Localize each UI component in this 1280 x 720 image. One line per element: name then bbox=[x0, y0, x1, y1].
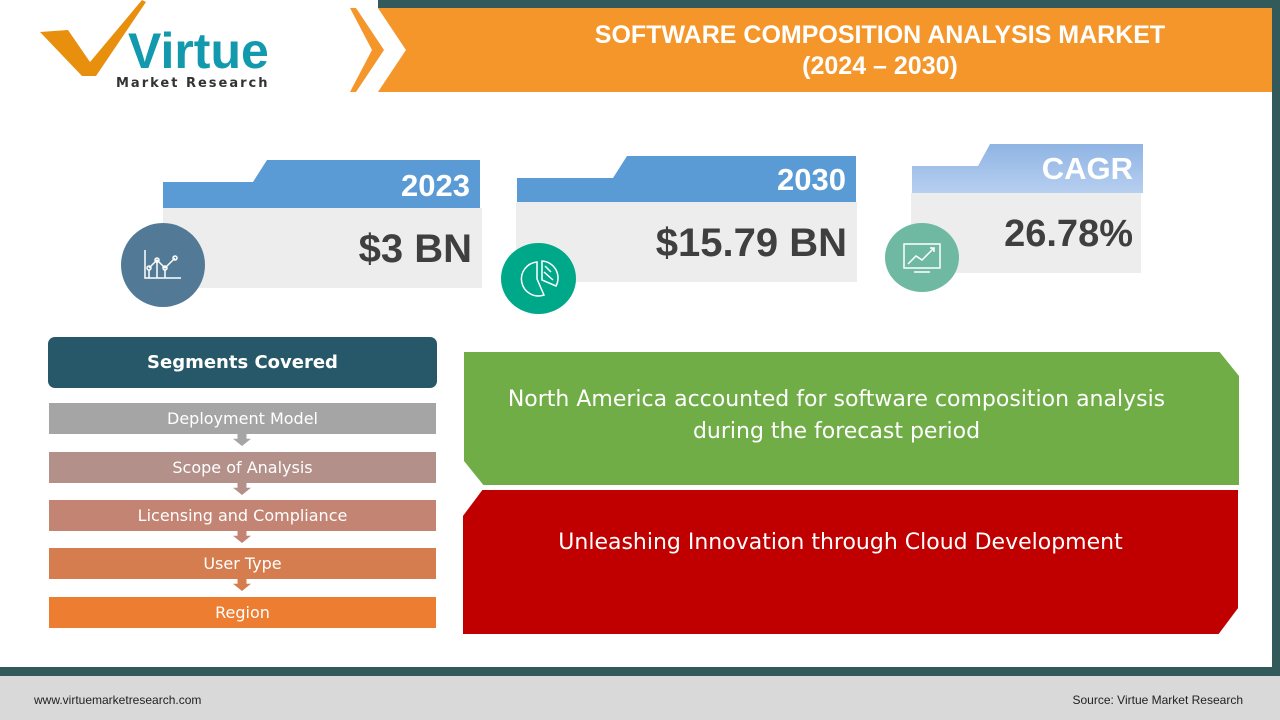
segment-item: Deployment Model bbox=[49, 403, 436, 434]
logo-tagline: Market Research bbox=[116, 76, 270, 91]
stat-label: 2030 bbox=[777, 162, 846, 197]
bottom-border bbox=[0, 667, 1280, 676]
arrow-down-icon bbox=[233, 579, 251, 591]
website-link[interactable]: www.virtuemarketresearch.com bbox=[34, 693, 202, 707]
stat-value: $15.79 BN bbox=[516, 202, 857, 282]
logo-v-mark-icon bbox=[40, 0, 146, 76]
trend-highlight: Unleashing Innovation through Cloud Deve… bbox=[463, 490, 1238, 634]
source-text: Source: Virtue Market Research bbox=[1072, 693, 1243, 707]
stat-label: 2023 bbox=[401, 168, 470, 203]
stat-label: CAGR bbox=[1041, 151, 1133, 186]
footer: www.virtuemarketresearch.com Source: Vir… bbox=[0, 676, 1280, 720]
logo-brand: Virtue bbox=[128, 23, 269, 79]
logo: Virtue Market Research bbox=[38, 0, 318, 92]
subtitle: (2024 – 2030) bbox=[802, 52, 958, 80]
title-banner: SOFTWARE COMPOSITION ANALYSIS MARKET (20… bbox=[378, 8, 1272, 92]
segment-item: Scope of Analysis bbox=[49, 452, 436, 483]
region-highlight: North America accounted for software com… bbox=[464, 352, 1239, 485]
arrow-down-icon bbox=[233, 531, 251, 543]
stat-tab-shape bbox=[912, 144, 1143, 193]
title: SOFTWARE COMPOSITION ANALYSIS MARKET bbox=[594, 21, 1166, 49]
top-border bbox=[378, 0, 1280, 8]
line-chart-icon bbox=[121, 223, 205, 307]
segment-item: User Type bbox=[49, 548, 436, 579]
pie-chart-icon bbox=[501, 243, 576, 314]
stat-value: $3 BN bbox=[163, 208, 482, 288]
stat-tab-shape bbox=[517, 156, 856, 202]
arrow-down-icon bbox=[233, 483, 251, 495]
segment-item: Licensing and Compliance bbox=[49, 500, 436, 531]
growth-chart-icon bbox=[885, 223, 959, 292]
segments-header: Segments Covered bbox=[48, 337, 437, 388]
stat-tab-shape bbox=[163, 160, 480, 208]
right-border bbox=[1272, 0, 1280, 676]
arrow-down-icon bbox=[233, 434, 251, 446]
segment-item: Region bbox=[49, 597, 436, 628]
